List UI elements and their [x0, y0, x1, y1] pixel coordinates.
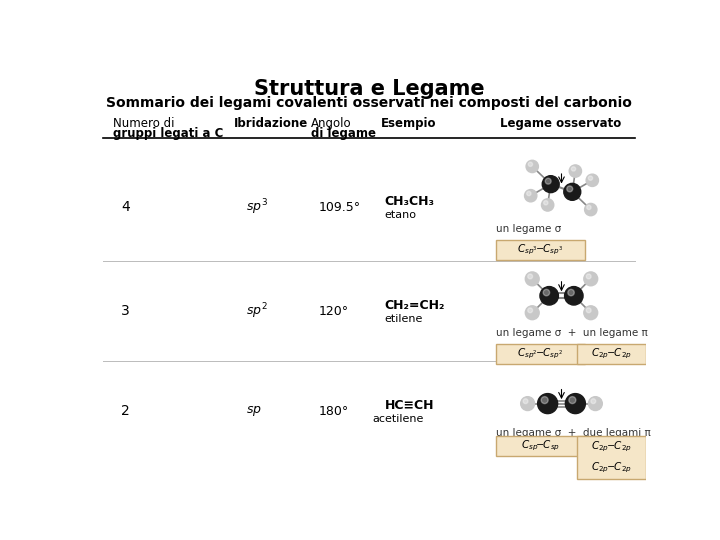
- Circle shape: [584, 272, 598, 286]
- Text: $\mathit{sp}^{}$: $\mathit{sp}^{}$: [246, 404, 261, 418]
- Circle shape: [587, 205, 591, 210]
- Text: CH₂=CH₂: CH₂=CH₂: [384, 299, 445, 312]
- Circle shape: [527, 191, 531, 195]
- Circle shape: [544, 201, 548, 205]
- Circle shape: [523, 399, 528, 403]
- Text: Numero di: Numero di: [113, 117, 175, 130]
- Text: 2: 2: [121, 404, 130, 418]
- Text: di legame: di legame: [311, 127, 377, 140]
- Text: 180°: 180°: [319, 405, 349, 418]
- Circle shape: [538, 394, 558, 414]
- Circle shape: [545, 178, 551, 184]
- Circle shape: [565, 394, 585, 414]
- Text: $C_{2p}\!\!-\!\!C_{2p}$: $C_{2p}\!\!-\!\!C_{2p}$: [591, 461, 632, 476]
- Circle shape: [585, 204, 597, 215]
- Text: 109.5°: 109.5°: [319, 201, 361, 214]
- Circle shape: [528, 274, 533, 279]
- Text: Esempio: Esempio: [381, 117, 436, 130]
- Text: $C_{2p}\!\!-\!\!C_{2p}$: $C_{2p}\!\!-\!\!C_{2p}$: [591, 440, 632, 454]
- Circle shape: [541, 199, 554, 211]
- Text: acetilene: acetilene: [372, 414, 423, 424]
- Circle shape: [586, 174, 598, 186]
- Circle shape: [572, 167, 576, 171]
- FancyBboxPatch shape: [496, 436, 585, 456]
- Text: Ibridazione: Ibridazione: [234, 117, 308, 130]
- Circle shape: [588, 397, 603, 410]
- Circle shape: [528, 308, 533, 313]
- Circle shape: [591, 399, 595, 403]
- Text: Angolo: Angolo: [311, 117, 352, 130]
- Circle shape: [570, 165, 582, 177]
- Circle shape: [588, 176, 593, 180]
- Text: etilene: etilene: [384, 314, 423, 324]
- Text: $\mathit{sp}^{3}$: $\mathit{sp}^{3}$: [246, 198, 268, 217]
- Circle shape: [543, 289, 549, 296]
- Circle shape: [584, 306, 598, 320]
- Circle shape: [525, 190, 537, 202]
- Text: HC≡CH: HC≡CH: [384, 399, 434, 411]
- Text: Struttura e Legame: Struttura e Legame: [253, 79, 485, 99]
- Text: CH₃CH₃: CH₃CH₃: [384, 194, 434, 207]
- Text: un legame σ  +  due legami π: un legame σ + due legami π: [496, 428, 651, 438]
- Circle shape: [541, 396, 548, 403]
- Text: 3: 3: [121, 304, 130, 318]
- Circle shape: [567, 186, 572, 192]
- Circle shape: [521, 397, 534, 410]
- Text: gruppi legati a C: gruppi legati a C: [113, 127, 224, 140]
- Circle shape: [526, 160, 539, 173]
- Circle shape: [564, 184, 581, 200]
- Text: etano: etano: [384, 210, 417, 220]
- Circle shape: [564, 287, 583, 305]
- Circle shape: [540, 287, 559, 305]
- Text: un legame σ: un legame σ: [496, 224, 562, 234]
- Circle shape: [569, 396, 576, 403]
- Text: $C_{sp^2}\!\!-\!\!C_{sp^2}$: $C_{sp^2}\!\!-\!\!C_{sp^2}$: [517, 346, 564, 361]
- Text: 4: 4: [121, 200, 130, 214]
- Text: 120°: 120°: [319, 305, 349, 318]
- Circle shape: [586, 274, 591, 279]
- Circle shape: [526, 306, 539, 320]
- FancyBboxPatch shape: [496, 343, 585, 363]
- FancyBboxPatch shape: [577, 436, 647, 479]
- Circle shape: [568, 289, 575, 296]
- FancyBboxPatch shape: [496, 240, 585, 260]
- Text: Sommario dei legami covalenti osservati nei composti del carbonio: Sommario dei legami covalenti osservati …: [106, 96, 632, 110]
- Circle shape: [586, 308, 591, 313]
- Circle shape: [526, 272, 539, 286]
- FancyBboxPatch shape: [577, 343, 647, 363]
- Text: Legame osservato: Legame osservato: [500, 117, 621, 130]
- Text: un legame σ  +  un legame π: un legame σ + un legame π: [496, 328, 648, 338]
- Text: $C_{2p}\!\!-\!\!C_{2p}$: $C_{2p}\!\!-\!\!C_{2p}$: [591, 346, 632, 361]
- Text: $C_{sp^3}\!\!-\!\!C_{sp^3}$: $C_{sp^3}\!\!-\!\!C_{sp^3}$: [517, 242, 564, 257]
- Circle shape: [542, 176, 559, 193]
- Circle shape: [528, 162, 533, 166]
- Text: $\mathit{sp}^{2}$: $\mathit{sp}^{2}$: [246, 301, 267, 321]
- Text: $C_{sp}\!\!-\!\!C_{sp}$: $C_{sp}\!\!-\!\!C_{sp}$: [521, 438, 560, 453]
